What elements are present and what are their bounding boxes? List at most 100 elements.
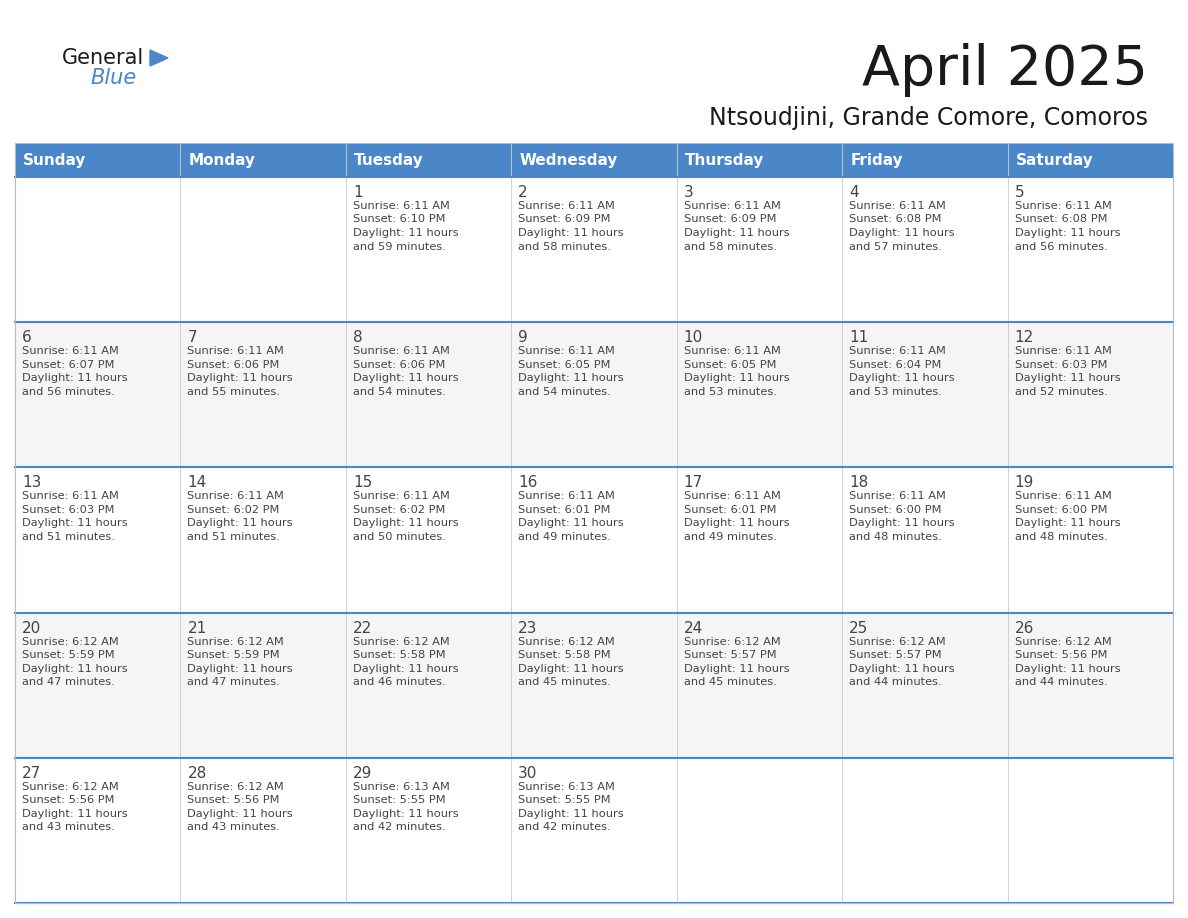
Text: Daylight: 11 hours: Daylight: 11 hours [353, 519, 459, 529]
Text: Sunset: 6:10 PM: Sunset: 6:10 PM [353, 215, 446, 225]
Text: Daylight: 11 hours: Daylight: 11 hours [188, 374, 293, 383]
Text: Daylight: 11 hours: Daylight: 11 hours [518, 664, 624, 674]
Text: Sunrise: 6:11 AM: Sunrise: 6:11 AM [1015, 491, 1112, 501]
Text: Daylight: 11 hours: Daylight: 11 hours [849, 228, 955, 238]
Text: 15: 15 [353, 476, 372, 490]
Text: 16: 16 [518, 476, 538, 490]
Text: Sunset: 5:55 PM: Sunset: 5:55 PM [353, 795, 446, 805]
Text: Sunday: Sunday [23, 152, 87, 167]
Text: Sunset: 6:06 PM: Sunset: 6:06 PM [353, 360, 446, 370]
Text: Sunset: 6:00 PM: Sunset: 6:00 PM [849, 505, 942, 515]
Text: 11: 11 [849, 330, 868, 345]
Text: and 56 minutes.: and 56 minutes. [23, 386, 115, 397]
Text: and 54 minutes.: and 54 minutes. [353, 386, 446, 397]
Text: Daylight: 11 hours: Daylight: 11 hours [353, 374, 459, 383]
Text: and 44 minutes.: and 44 minutes. [849, 677, 942, 687]
Text: Daylight: 11 hours: Daylight: 11 hours [188, 519, 293, 529]
Text: Sunrise: 6:11 AM: Sunrise: 6:11 AM [353, 201, 450, 211]
Text: 4: 4 [849, 185, 859, 200]
Text: 28: 28 [188, 766, 207, 781]
Text: Sunset: 6:01 PM: Sunset: 6:01 PM [684, 505, 776, 515]
Text: 22: 22 [353, 621, 372, 635]
Text: Daylight: 11 hours: Daylight: 11 hours [1015, 374, 1120, 383]
Text: Sunrise: 6:11 AM: Sunrise: 6:11 AM [23, 491, 119, 501]
Text: Sunset: 5:57 PM: Sunset: 5:57 PM [684, 650, 776, 660]
Text: Friday: Friday [851, 152, 903, 167]
Text: Sunrise: 6:11 AM: Sunrise: 6:11 AM [849, 346, 946, 356]
Text: and 50 minutes.: and 50 minutes. [353, 532, 446, 542]
Text: 13: 13 [23, 476, 42, 490]
Text: Sunrise: 6:11 AM: Sunrise: 6:11 AM [849, 201, 946, 211]
Text: and 48 minutes.: and 48 minutes. [1015, 532, 1107, 542]
Text: Sunset: 6:07 PM: Sunset: 6:07 PM [23, 360, 114, 370]
Text: Sunset: 6:02 PM: Sunset: 6:02 PM [353, 505, 446, 515]
Text: Sunrise: 6:11 AM: Sunrise: 6:11 AM [684, 491, 781, 501]
Text: Sunset: 6:04 PM: Sunset: 6:04 PM [849, 360, 942, 370]
Text: 7: 7 [188, 330, 197, 345]
Bar [15, 143, 1173, 903]
Text: Sunset: 6:00 PM: Sunset: 6:00 PM [1015, 505, 1107, 515]
Text: 23: 23 [518, 621, 538, 635]
Text: Sunset: 5:57 PM: Sunset: 5:57 PM [849, 650, 942, 660]
Text: 9: 9 [518, 330, 527, 345]
Text: 19: 19 [1015, 476, 1034, 490]
Text: Daylight: 11 hours: Daylight: 11 hours [1015, 664, 1120, 674]
Text: Sunrise: 6:12 AM: Sunrise: 6:12 AM [518, 636, 615, 646]
Text: and 59 minutes.: and 59 minutes. [353, 241, 446, 252]
Text: Sunrise: 6:12 AM: Sunrise: 6:12 AM [188, 636, 284, 646]
Text: and 53 minutes.: and 53 minutes. [684, 386, 777, 397]
Text: Daylight: 11 hours: Daylight: 11 hours [23, 809, 127, 819]
Text: Daylight: 11 hours: Daylight: 11 hours [1015, 228, 1120, 238]
Text: Sunset: 5:55 PM: Sunset: 5:55 PM [518, 795, 611, 805]
Text: and 47 minutes.: and 47 minutes. [188, 677, 280, 687]
Text: Sunset: 6:05 PM: Sunset: 6:05 PM [518, 360, 611, 370]
Text: 3: 3 [684, 185, 694, 200]
Text: and 48 minutes.: and 48 minutes. [849, 532, 942, 542]
Text: 25: 25 [849, 621, 868, 635]
Text: Daylight: 11 hours: Daylight: 11 hours [849, 664, 955, 674]
Text: Sunrise: 6:11 AM: Sunrise: 6:11 AM [353, 346, 450, 356]
Text: Monday: Monday [189, 152, 255, 167]
Text: Sunrise: 6:11 AM: Sunrise: 6:11 AM [1015, 346, 1112, 356]
Text: Sunset: 6:09 PM: Sunset: 6:09 PM [684, 215, 776, 225]
Text: Daylight: 11 hours: Daylight: 11 hours [849, 374, 955, 383]
Text: 27: 27 [23, 766, 42, 781]
Text: Sunset: 5:59 PM: Sunset: 5:59 PM [23, 650, 114, 660]
Text: Sunrise: 6:11 AM: Sunrise: 6:11 AM [518, 491, 615, 501]
Text: Daylight: 11 hours: Daylight: 11 hours [353, 809, 459, 819]
Text: Sunset: 6:03 PM: Sunset: 6:03 PM [1015, 360, 1107, 370]
Text: and 43 minutes.: and 43 minutes. [188, 823, 280, 833]
Text: Daylight: 11 hours: Daylight: 11 hours [518, 374, 624, 383]
Text: and 43 minutes.: and 43 minutes. [23, 823, 115, 833]
Text: and 58 minutes.: and 58 minutes. [518, 241, 611, 252]
Text: Sunrise: 6:11 AM: Sunrise: 6:11 AM [518, 201, 615, 211]
Text: Sunrise: 6:11 AM: Sunrise: 6:11 AM [518, 346, 615, 356]
Text: Daylight: 11 hours: Daylight: 11 hours [518, 228, 624, 238]
Text: Sunrise: 6:11 AM: Sunrise: 6:11 AM [188, 491, 284, 501]
Text: and 44 minutes.: and 44 minutes. [1015, 677, 1107, 687]
Text: 10: 10 [684, 330, 703, 345]
Text: 1: 1 [353, 185, 362, 200]
Text: Sunset: 6:08 PM: Sunset: 6:08 PM [849, 215, 942, 225]
Text: Daylight: 11 hours: Daylight: 11 hours [353, 228, 459, 238]
Text: 12: 12 [1015, 330, 1034, 345]
Text: General: General [62, 48, 144, 68]
Text: 17: 17 [684, 476, 703, 490]
Text: Daylight: 11 hours: Daylight: 11 hours [23, 374, 127, 383]
Text: and 55 minutes.: and 55 minutes. [188, 386, 280, 397]
Text: 29: 29 [353, 766, 372, 781]
Bar [15, 467, 1173, 612]
Text: Sunrise: 6:11 AM: Sunrise: 6:11 AM [23, 346, 119, 356]
Text: Sunrise: 6:11 AM: Sunrise: 6:11 AM [353, 491, 450, 501]
Text: Sunrise: 6:12 AM: Sunrise: 6:12 AM [353, 636, 449, 646]
Text: and 53 minutes.: and 53 minutes. [849, 386, 942, 397]
Text: and 54 minutes.: and 54 minutes. [518, 386, 611, 397]
Text: Daylight: 11 hours: Daylight: 11 hours [23, 519, 127, 529]
Text: 26: 26 [1015, 621, 1034, 635]
Text: Sunset: 5:59 PM: Sunset: 5:59 PM [188, 650, 280, 660]
Text: Blue: Blue [90, 68, 137, 88]
Polygon shape [150, 50, 168, 66]
Text: 8: 8 [353, 330, 362, 345]
Text: Daylight: 11 hours: Daylight: 11 hours [353, 664, 459, 674]
Text: 20: 20 [23, 621, 42, 635]
